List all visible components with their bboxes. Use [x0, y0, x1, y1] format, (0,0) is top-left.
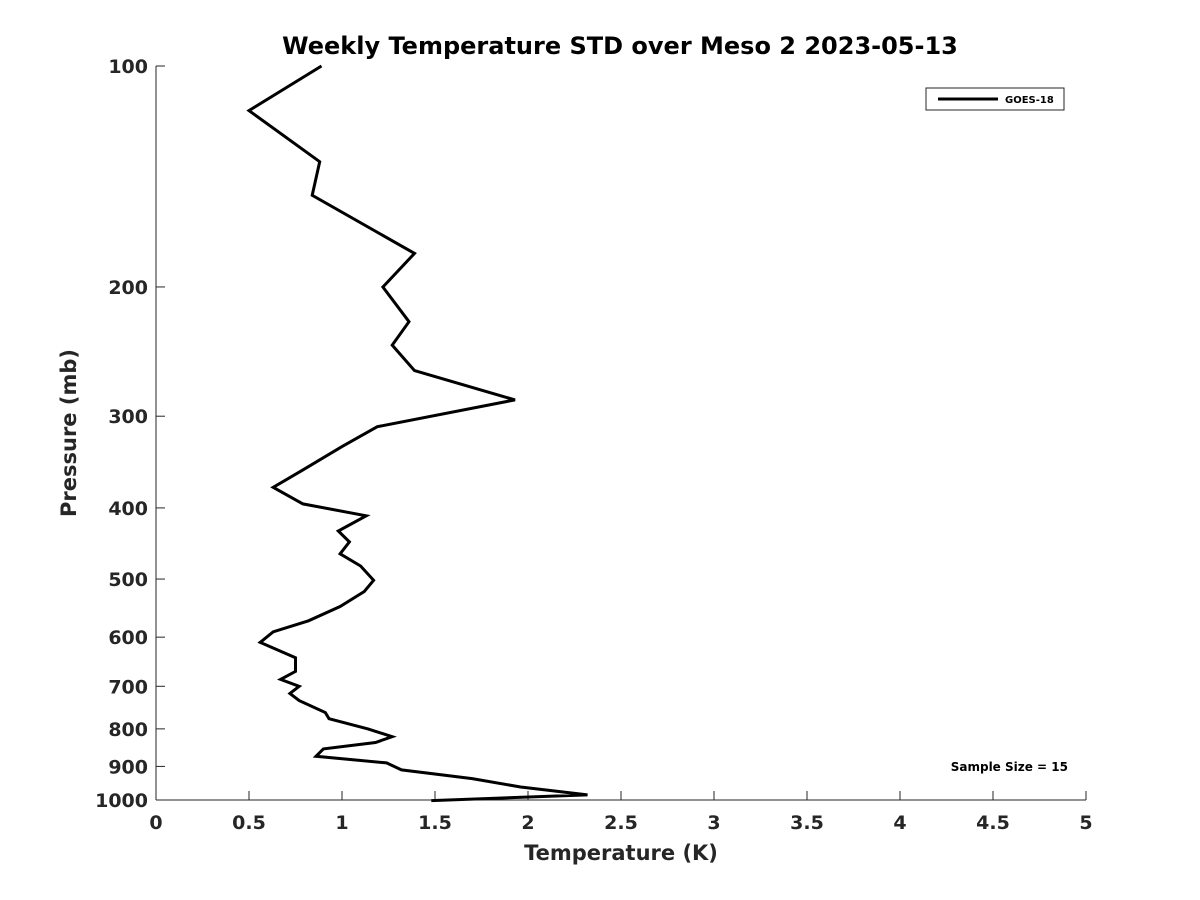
- x-tick-label: 2: [521, 812, 534, 834]
- x-tick-label: 3.5: [790, 812, 824, 834]
- y-tick-label: 300: [108, 406, 148, 428]
- x-tick-label: 2.5: [604, 812, 638, 834]
- y-tick-label: 900: [108, 756, 148, 778]
- y-tick-label: 1000: [95, 790, 148, 812]
- x-tick-label: 3: [707, 812, 720, 834]
- y-tick-label: 800: [108, 719, 148, 741]
- sample-size-annotation: Sample Size = 15: [951, 760, 1068, 774]
- x-tick-label: 1.5: [418, 812, 452, 834]
- x-tick-label: 4.5: [976, 812, 1010, 834]
- x-tick-label: 0: [149, 812, 162, 834]
- x-axis-label: Temperature (K): [524, 841, 718, 865]
- y-tick-label: 500: [108, 569, 148, 591]
- series-line-goes-18: [246, 64, 588, 803]
- y-tick-label: 700: [108, 676, 148, 698]
- x-tick-label: 5: [1079, 812, 1092, 834]
- y-tick-label: 600: [108, 627, 148, 649]
- x-tick-label: 0.5: [232, 812, 266, 834]
- x-tick-label: 4: [893, 812, 906, 834]
- legend: GOES-18: [925, 87, 1065, 111]
- x-tick-label: 1: [335, 812, 348, 834]
- y-tick-label: 100: [108, 56, 148, 78]
- y-tick-group: 100 200 300 400 500 600 700 800 900 1000: [95, 56, 165, 812]
- x-tick-group: 0 0.5 1 1.5 2 2.5 3 3.5 4 4.5 5: [149, 791, 1093, 834]
- y-axis-label: Pressure (mb): [57, 349, 81, 517]
- y-tick-label: 200: [108, 277, 148, 299]
- chart-title: Weekly Temperature STD over Meso 2 2023-…: [282, 32, 958, 60]
- legend-label-goes-18: GOES-18: [1005, 95, 1054, 106]
- y-tick-label: 400: [108, 498, 148, 520]
